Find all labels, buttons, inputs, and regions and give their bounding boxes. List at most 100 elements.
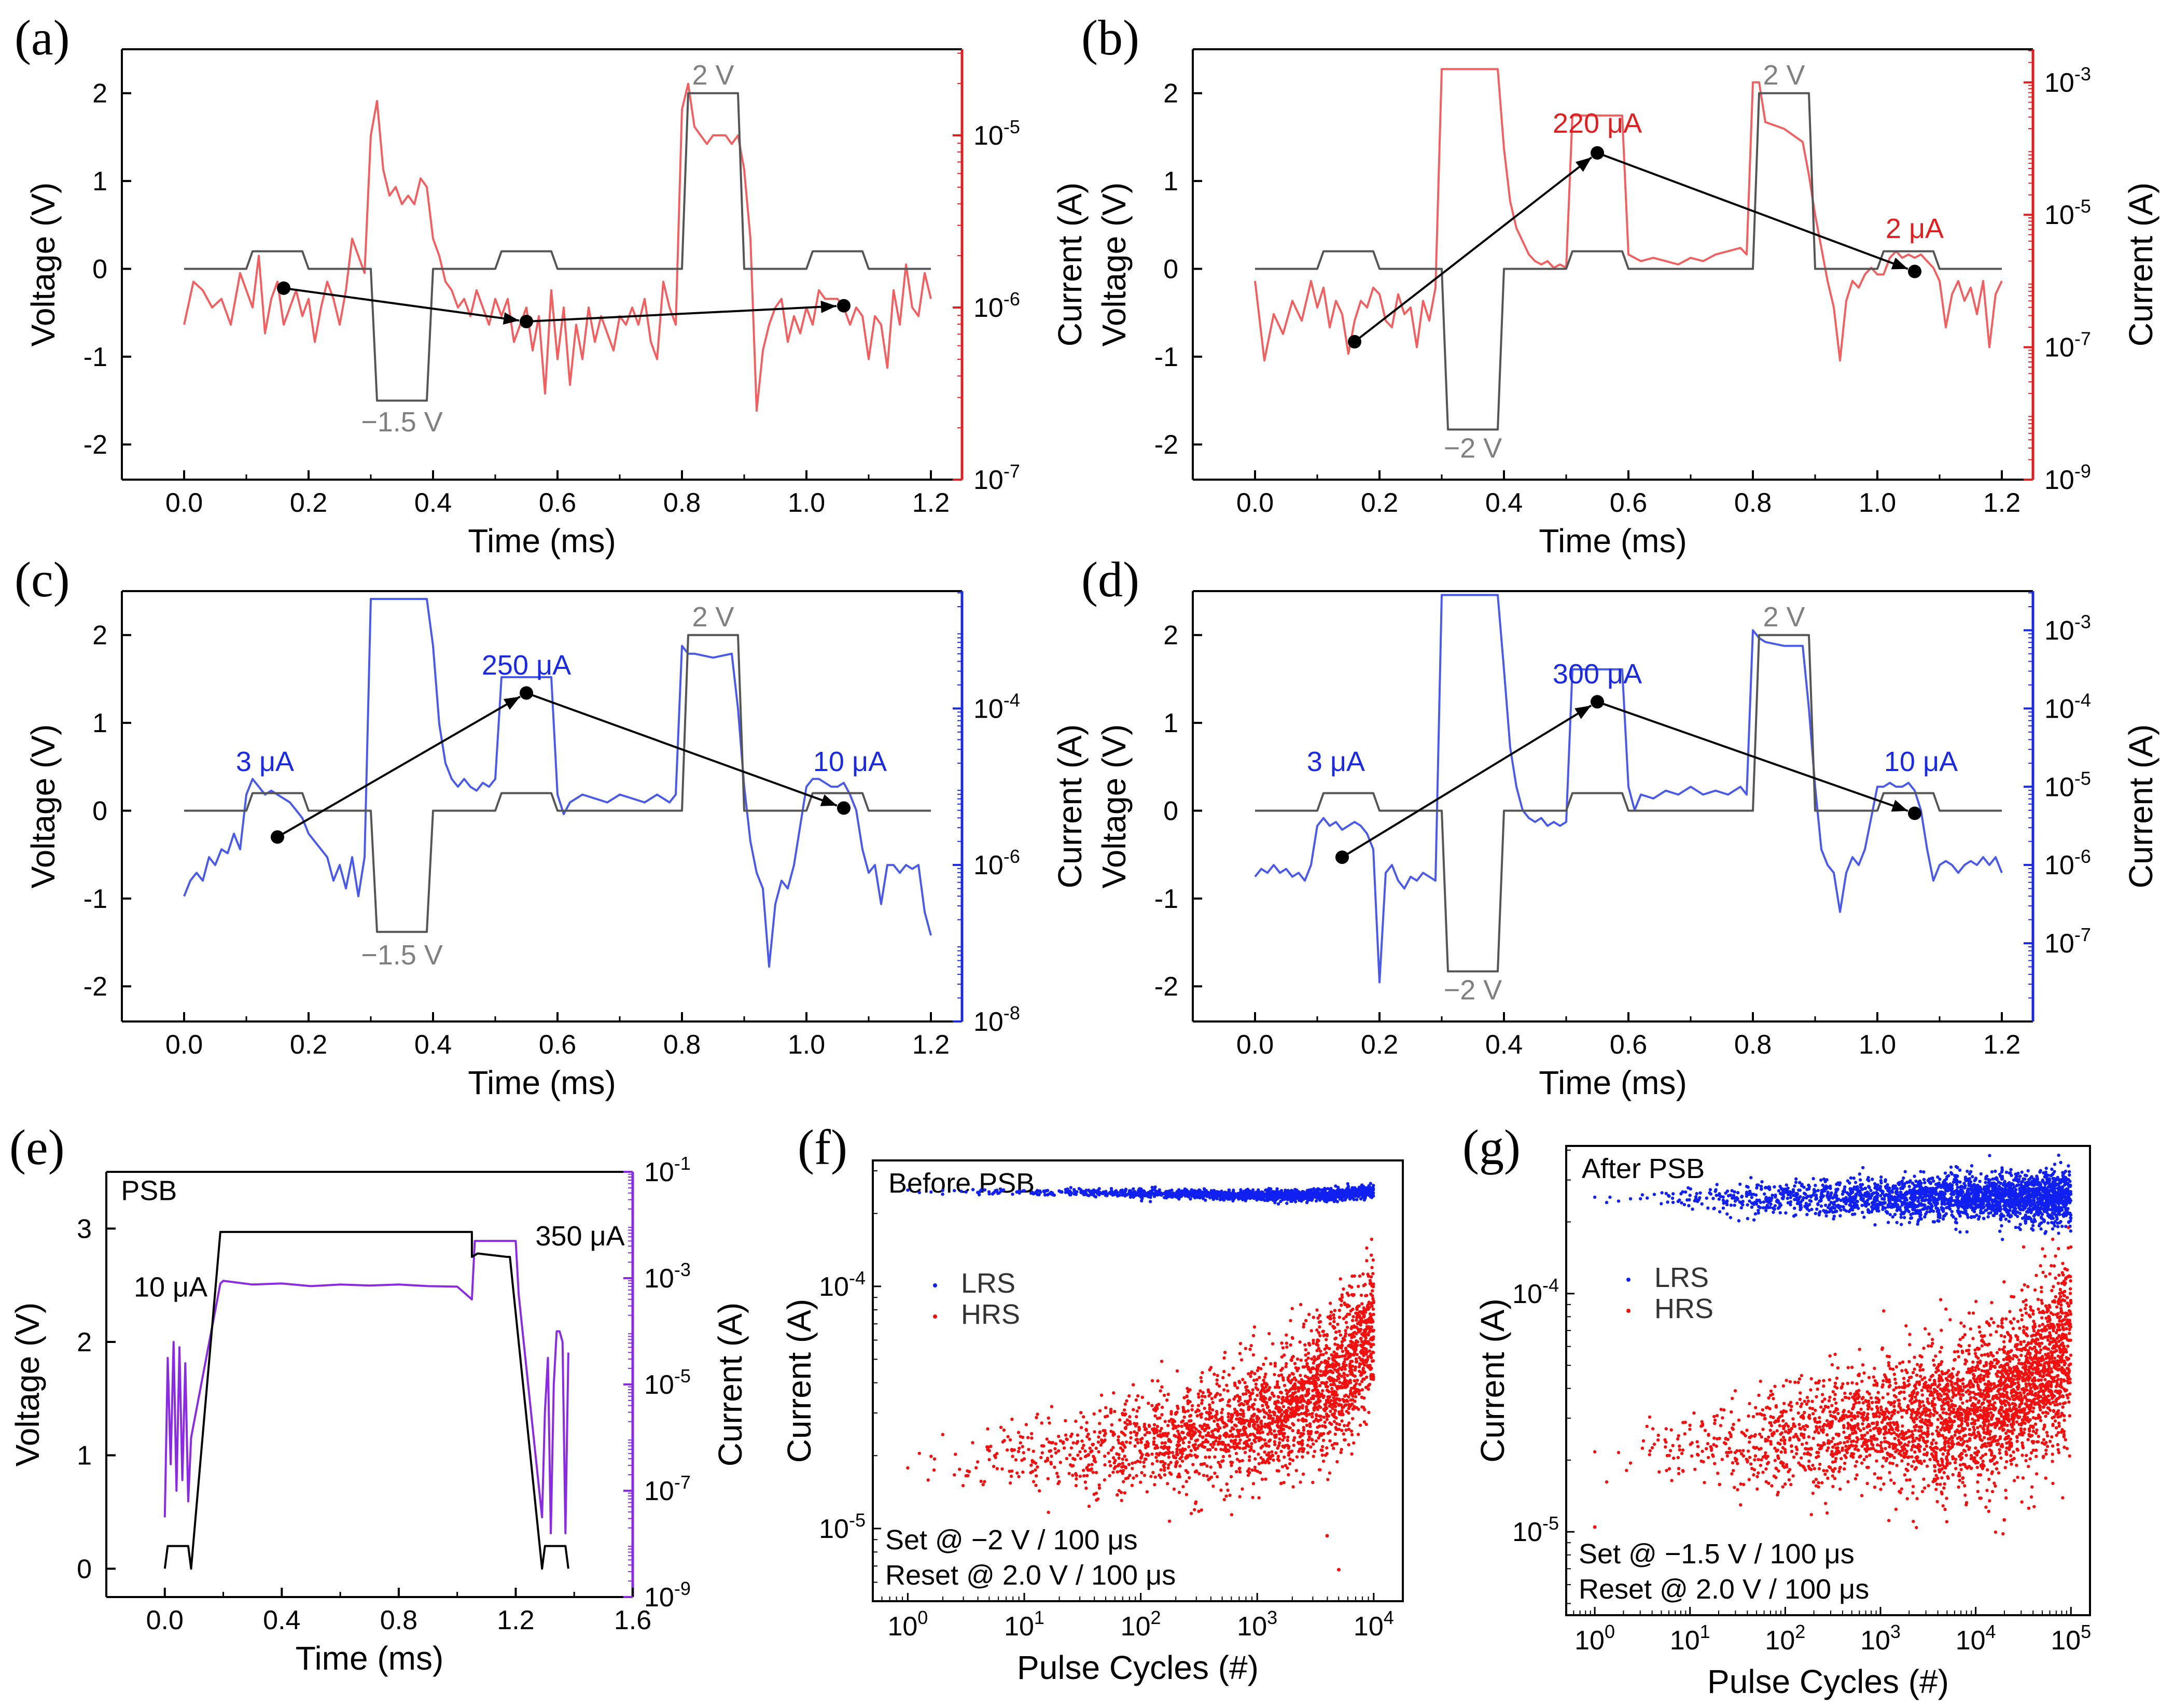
data-point [1159,1460,1163,1464]
data-point [1358,1369,1361,1373]
data-point [1304,1353,1307,1357]
data-point [1285,1333,1288,1337]
data-point [1216,1429,1220,1433]
data-point [1294,1406,1298,1409]
data-point [1297,1380,1301,1384]
y2-axis-title: Current (A) [2122,183,2159,347]
data-point [1290,1397,1293,1401]
data-point [1318,1349,1322,1353]
data-point [1140,1395,1144,1399]
data-point [1155,1424,1160,1429]
data-point [1047,1510,1050,1514]
data-point [1344,1321,1348,1324]
data-point [1253,1465,1257,1469]
data-point [1280,1465,1285,1468]
data-point [1302,1411,1306,1416]
data-point [1264,1385,1268,1389]
data-point [1290,1356,1294,1360]
data-point [1364,1336,1368,1340]
data-point [1325,1418,1329,1421]
data-point [1222,1356,1226,1360]
data-point [1201,1391,1205,1394]
data-point [1264,1372,1267,1376]
data-point [1289,1199,1293,1203]
data-point [1329,1409,1332,1413]
data-point [1345,1325,1349,1329]
data-point [1254,1382,1258,1386]
data-point [1247,1372,1250,1376]
data-point [1019,1435,1022,1438]
x-tick-label: 0.4 [414,1030,452,1060]
data-point [1189,1413,1193,1418]
data-point [1112,1391,1116,1395]
data-point [906,1466,910,1470]
data-point [1182,1192,1187,1196]
data-point [1218,1463,1222,1467]
data-point [1367,1275,1370,1278]
data-point [1205,1464,1209,1468]
data-point [971,1441,974,1445]
data-point [1353,1379,1356,1382]
data-point [1306,1365,1311,1369]
data-point [1243,1451,1247,1454]
data-point [1369,1292,1373,1296]
data-point [1255,1420,1259,1424]
data-point [1186,1409,1190,1413]
data-point [1337,1372,1341,1376]
data-point [1344,1381,1347,1385]
data-point [1242,1447,1245,1450]
data-point [1134,1398,1138,1402]
data-point [1362,1194,1366,1197]
series-hrs [906,1237,1375,1572]
data-point [1262,1378,1265,1382]
data-point [1334,1363,1338,1367]
data-point [1315,1406,1319,1410]
data-point [1325,1338,1328,1341]
data-point [1082,1415,1085,1419]
data-point [1333,1432,1337,1436]
y-tick-label: 3 [77,1214,92,1244]
y-tick-label: 1 [1163,166,1178,197]
data-point [1998,1229,2002,1233]
data-point [1139,1440,1143,1444]
data-point [1359,1327,1363,1331]
data-point [1206,1431,1210,1435]
data-point [1001,1440,1005,1444]
data-point [1310,1357,1314,1361]
data-point [1302,1322,1306,1326]
data-point [1350,1333,1354,1336]
data-point [1325,1197,1329,1201]
data-point [1335,1387,1339,1391]
data-point [1109,1411,1113,1415]
data-point [1155,1459,1159,1463]
data-point [1359,1337,1362,1340]
data-point [1014,1458,1018,1462]
data-point [1256,1424,1260,1427]
data-point [1322,1407,1326,1411]
data-point [1966,1169,1969,1173]
data-point [1160,1405,1164,1409]
data-point [1103,1454,1107,1458]
data-point [1150,1191,1154,1195]
data-point [1315,1342,1318,1346]
data-point [1224,1494,1228,1498]
data-point [1331,1362,1335,1366]
data-point [1020,1459,1024,1462]
panel-label: (d) [1081,552,1139,607]
data-point [1237,1441,1241,1445]
annotation-label: 3 μA [236,746,294,777]
data-point [1350,1285,1354,1289]
data-point [1259,1436,1262,1440]
data-point [1359,1323,1362,1327]
data-point [1372,1312,1375,1317]
data-point [1222,1425,1226,1429]
data-point [1343,1367,1347,1371]
x-tick-label: 0.0 [1236,488,1274,518]
data-point [1302,1429,1306,1432]
panel-label: (c) [15,552,70,607]
data-point [1317,1339,1320,1342]
data-point [1181,1441,1186,1445]
data-point [1359,1293,1363,1297]
data-point [1223,1195,1227,1199]
data-point [1350,1368,1354,1371]
